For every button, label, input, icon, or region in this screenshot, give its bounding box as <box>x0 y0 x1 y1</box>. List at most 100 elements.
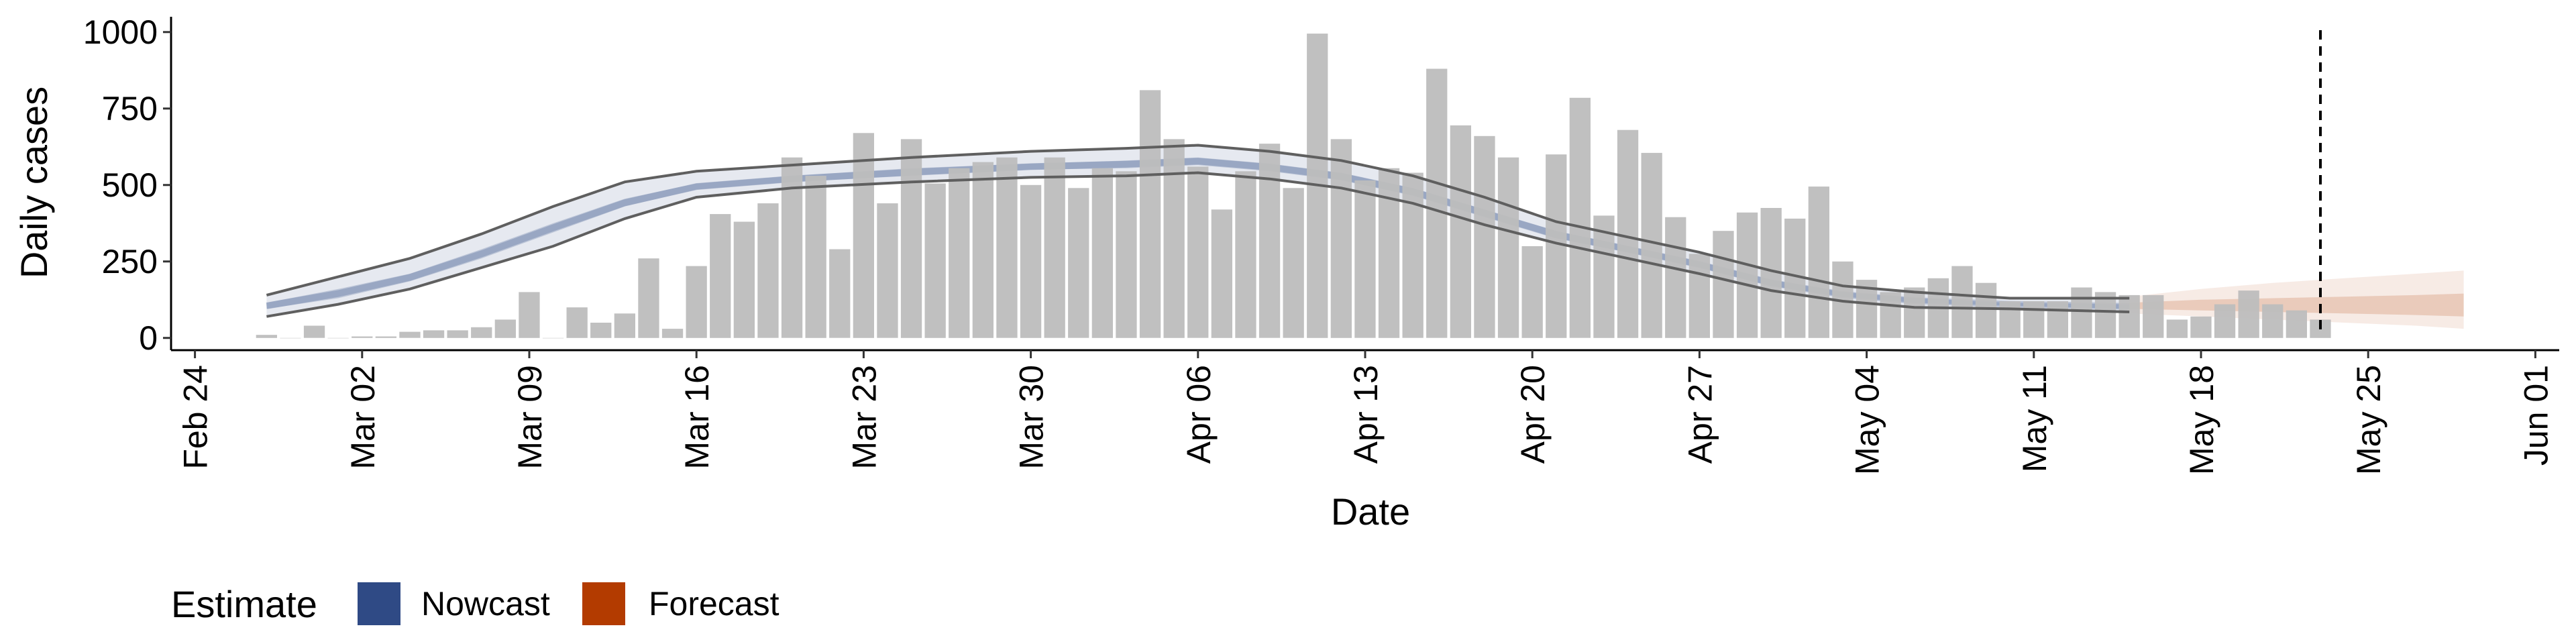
y-tick-label: 250 <box>102 243 158 280</box>
forecast-bands <box>2129 270 2464 329</box>
bar <box>1546 154 1567 338</box>
bar <box>1497 157 1519 338</box>
bar <box>638 258 659 338</box>
bar <box>1904 287 1925 338</box>
y-tick-label: 500 <box>102 166 158 204</box>
bar <box>1354 180 1376 338</box>
bar <box>972 162 994 338</box>
bar <box>2238 290 2259 338</box>
bar <box>256 335 277 338</box>
bar <box>2214 304 2236 338</box>
bar <box>1235 171 1256 338</box>
legend-title: Estimate <box>171 583 317 625</box>
x-axis-title: Date <box>1331 490 1410 533</box>
bar <box>1426 68 1448 338</box>
bar <box>1641 152 1662 338</box>
nowcast-lower-line <box>266 171 2130 318</box>
bar <box>2166 319 2188 338</box>
bar <box>1474 136 1495 338</box>
bar <box>447 330 468 338</box>
bar <box>710 214 731 338</box>
bar <box>686 266 707 338</box>
bar <box>1617 129 1639 338</box>
bar <box>2143 294 2164 338</box>
bar <box>519 292 540 338</box>
bar <box>661 329 684 338</box>
x-tick-label: Jun 01 <box>2517 365 2555 466</box>
bar <box>1258 144 1281 338</box>
x-tick-label: Feb 24 <box>177 365 215 470</box>
bar <box>1688 254 1710 338</box>
x-tick-label: Apr 27 <box>1681 365 1719 464</box>
legend-swatch-nowcast <box>358 582 400 625</box>
forecast-outer-band <box>2129 270 2464 329</box>
bar <box>829 249 851 338</box>
bar <box>1569 97 1591 338</box>
x-tick-label: Mar 09 <box>511 365 549 470</box>
x-tick-label: Mar 30 <box>1013 365 1051 470</box>
bar <box>614 313 635 338</box>
bar <box>1975 282 1997 338</box>
nowcast-median-line <box>266 158 2130 310</box>
nowcast-outer-band <box>266 145 2130 317</box>
x-tick-label: Mar 02 <box>344 365 382 470</box>
nowcast-bands <box>266 145 2130 317</box>
x-tick-label: May 04 <box>1849 365 1886 475</box>
bar <box>566 307 588 338</box>
bar <box>1808 186 1829 338</box>
bar <box>494 319 516 338</box>
bar <box>1139 90 1161 338</box>
bar <box>1593 215 1615 338</box>
bar <box>2190 316 2212 338</box>
bar <box>399 331 421 338</box>
bar <box>757 203 779 338</box>
bar <box>1020 184 1042 338</box>
x-tick-label: May 11 <box>2016 365 2053 472</box>
bar <box>1068 188 1089 338</box>
y-tick-label: 750 <box>102 90 158 127</box>
bar <box>1402 172 1424 338</box>
x-tick-label: Apr 20 <box>1514 365 1552 464</box>
bar <box>1283 188 1304 338</box>
bar <box>996 157 1018 338</box>
x-tick-label: May 25 <box>2350 365 2387 475</box>
bar <box>1330 139 1352 338</box>
bar <box>2047 301 2068 338</box>
bar <box>423 330 445 338</box>
x-tick-label: Apr 13 <box>1347 365 1385 464</box>
x-tick-label: May 18 <box>2183 365 2220 475</box>
bar <box>542 337 564 339</box>
bar <box>2118 294 2140 338</box>
bar <box>1521 246 1543 338</box>
legend: Estimate Nowcast Forecast <box>171 582 780 625</box>
bar <box>1999 301 2021 338</box>
bar <box>471 327 492 338</box>
bar <box>949 168 970 338</box>
bar <box>303 325 325 338</box>
bar <box>375 336 396 338</box>
bar <box>877 203 898 338</box>
bar <box>1378 168 1400 338</box>
bar <box>2023 301 2045 338</box>
bar <box>2262 304 2284 338</box>
x-tick-label: Mar 16 <box>678 365 716 470</box>
bar <box>1211 209 1232 338</box>
bar <box>280 337 301 339</box>
bar <box>1736 212 1758 338</box>
y-tick-label: 0 <box>139 319 158 357</box>
bar <box>733 221 755 338</box>
legend-swatch-forecast <box>582 582 625 625</box>
bar <box>781 157 803 338</box>
ticks: 0 250 500 750 1000 Feb 24 Mar 02 Mar 09 Mar 16 Ma… <box>83 13 2555 475</box>
bar <box>1187 166 1209 338</box>
bars <box>256 34 2331 339</box>
bar <box>1044 157 1065 338</box>
bar <box>900 139 922 338</box>
bar <box>1091 168 1113 338</box>
y-axis-title: Daily cases <box>13 87 55 278</box>
bar <box>1880 292 1901 338</box>
legend-label-forecast: Forecast <box>649 585 780 623</box>
bar <box>1116 171 1137 338</box>
bar <box>853 133 874 338</box>
